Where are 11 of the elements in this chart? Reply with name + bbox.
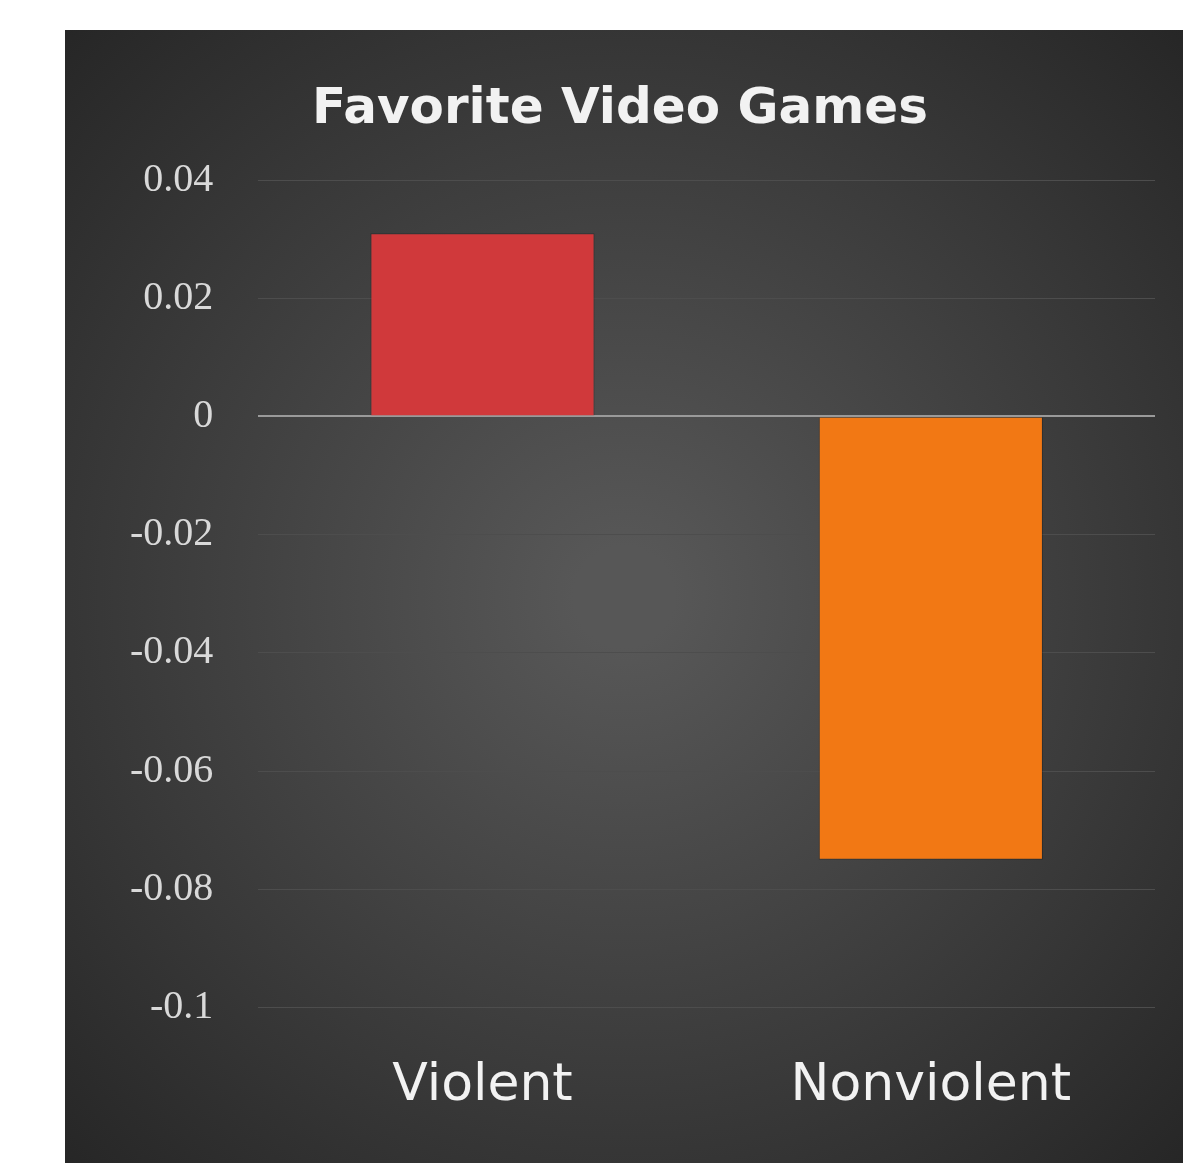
y-tick-label: -0.08 [129,863,214,909]
x-tick-label: Nonviolent [790,1052,1072,1113]
y-tick-label: -0.04 [129,627,214,673]
y-tick-label: 0.04 [143,154,214,200]
y-tick-label: 0.02 [143,272,214,318]
y-tick-label: -0.06 [129,745,214,791]
chart-title: Favorite Video Games [312,76,928,135]
y-tick-label: -0.1 [149,982,214,1028]
x-tick-label: Violent [392,1052,573,1113]
y-tick-label: -0.02 [129,509,214,555]
y-tick-label: 0 [193,390,214,436]
